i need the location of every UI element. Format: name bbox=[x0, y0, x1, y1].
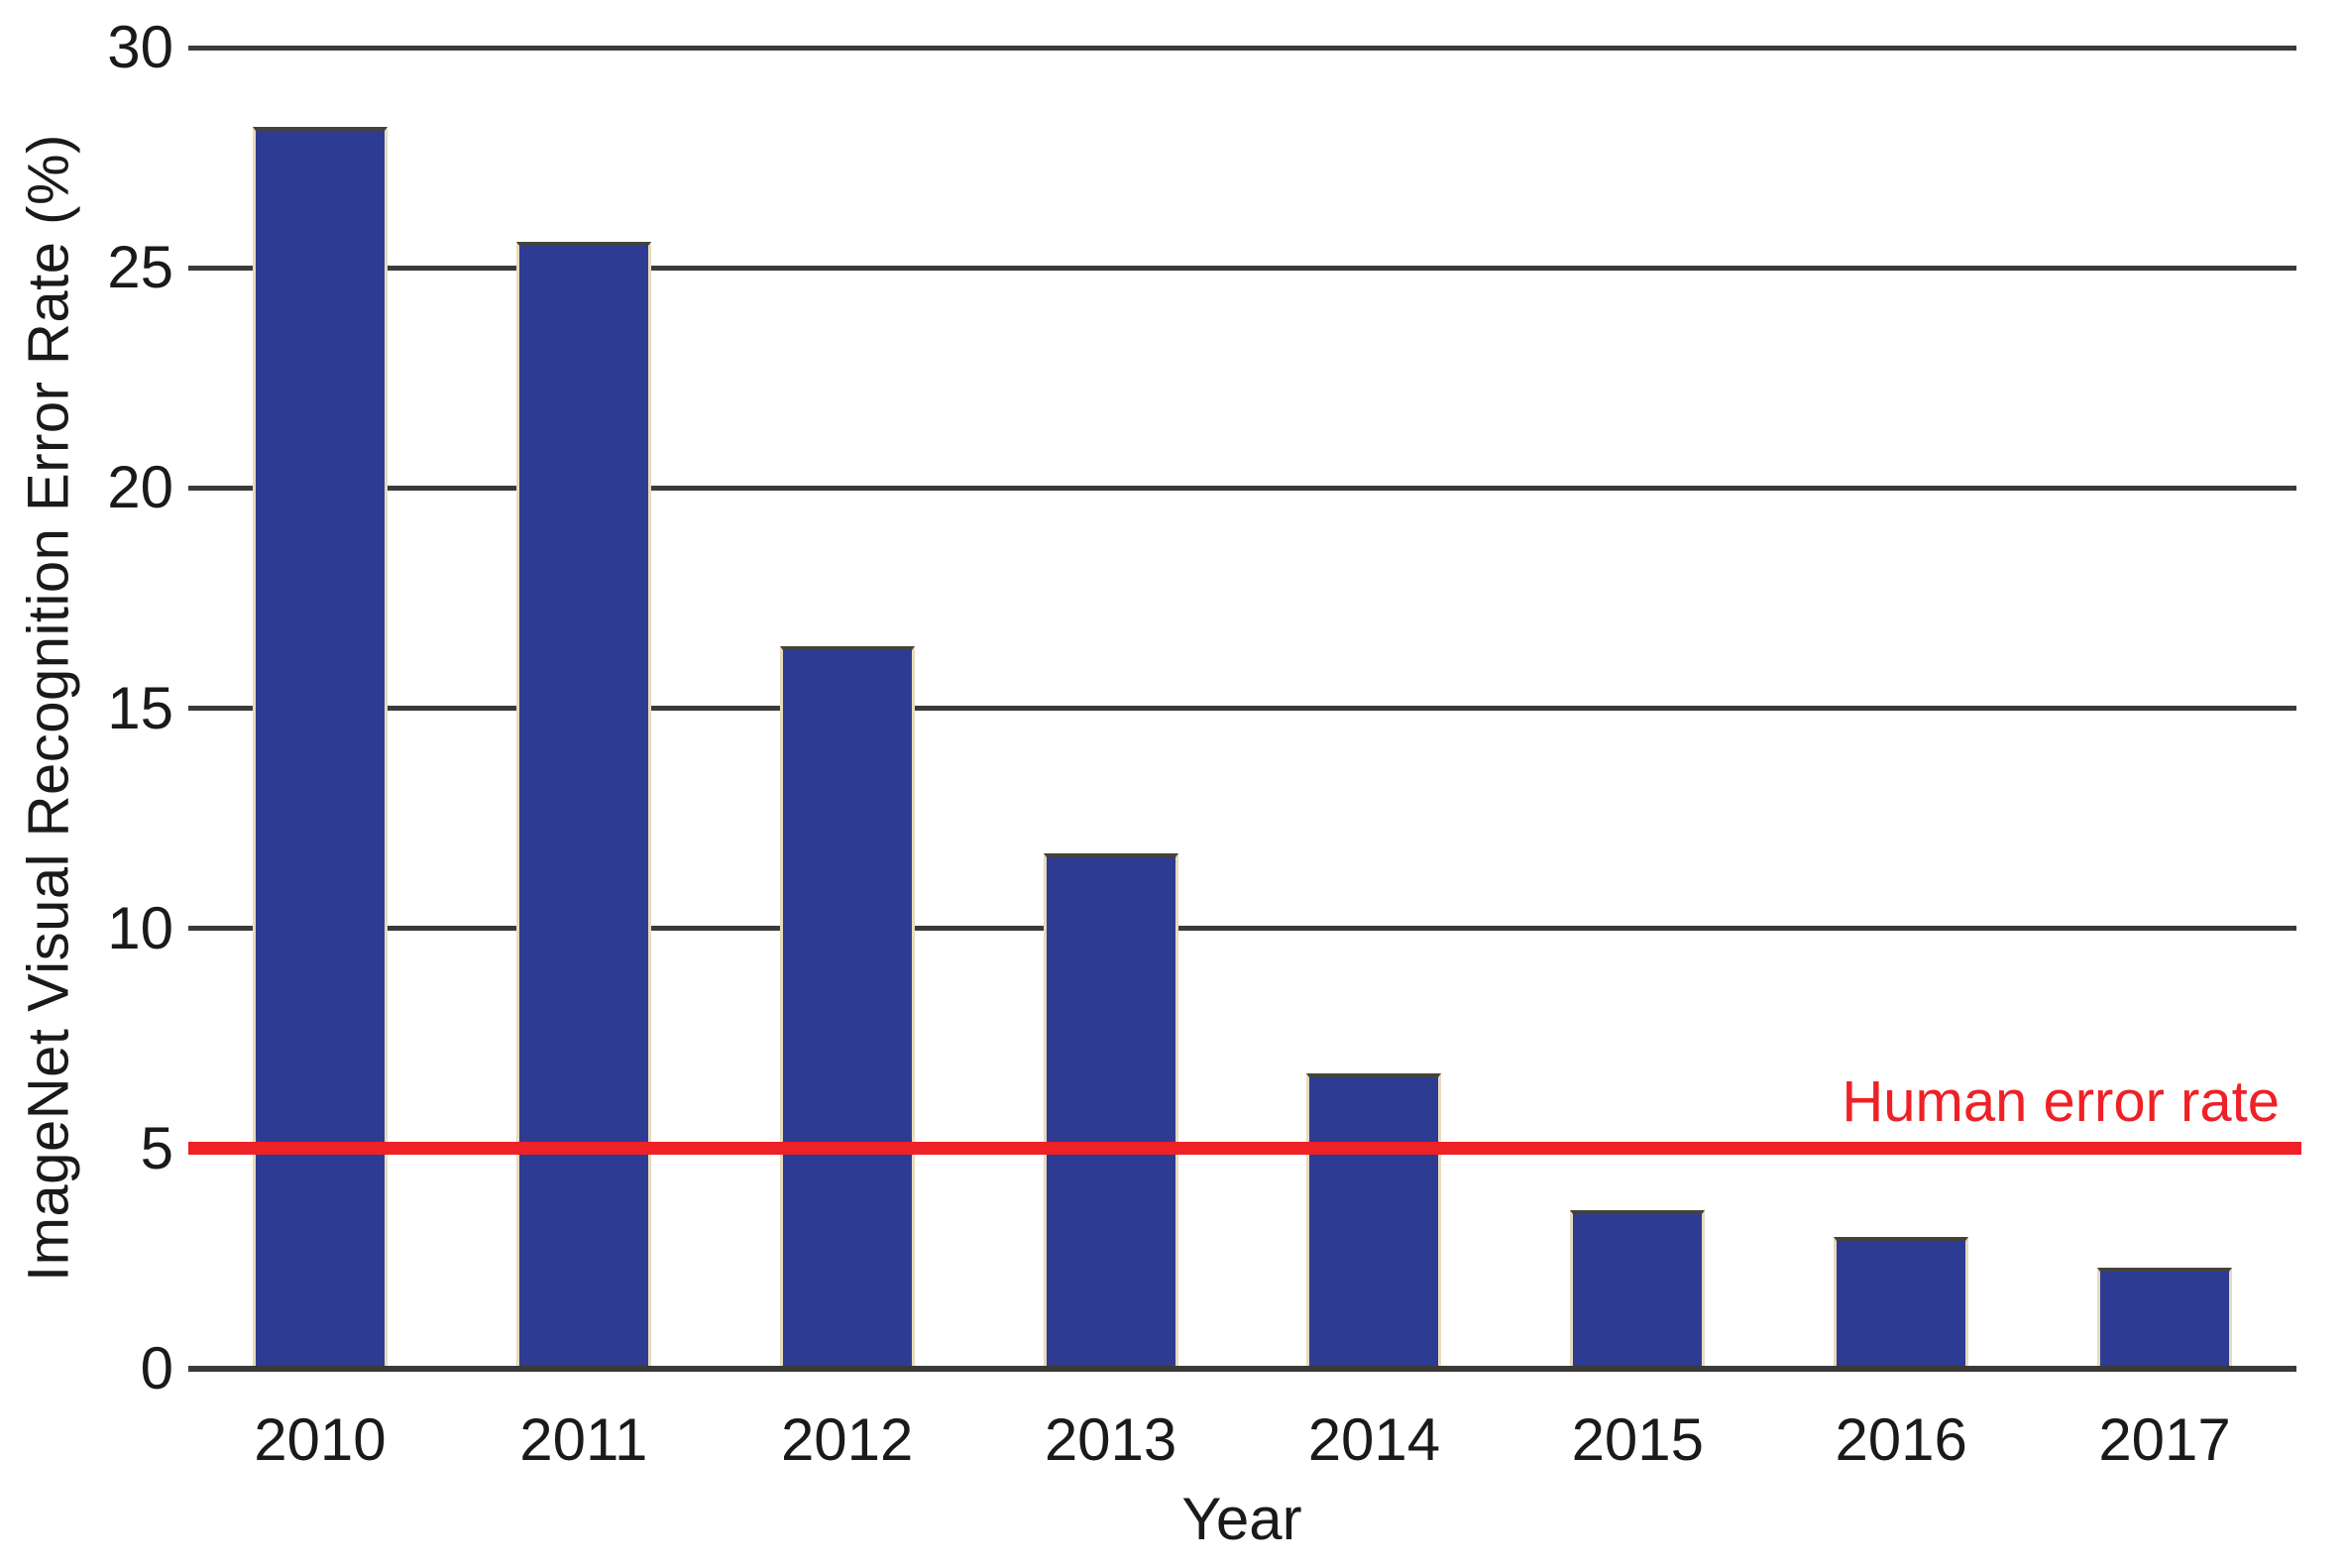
y-tick-label: 10 bbox=[107, 894, 173, 961]
y-tick-label: 5 bbox=[140, 1114, 173, 1181]
bar-2017 bbox=[2097, 1267, 2233, 1372]
x-tick-label: 2015 bbox=[1571, 1406, 1705, 1473]
bar-2010 bbox=[252, 126, 388, 1372]
gridline bbox=[188, 45, 2296, 51]
bar-2015 bbox=[1570, 1210, 1706, 1372]
y-tick-label: 30 bbox=[107, 14, 173, 80]
x-axis-line bbox=[188, 1366, 2296, 1372]
y-tick-label: 20 bbox=[107, 454, 173, 521]
gridline bbox=[188, 485, 2296, 491]
gridline bbox=[188, 926, 2296, 932]
bar-2014 bbox=[1306, 1073, 1442, 1372]
x-tick-label: 2012 bbox=[780, 1406, 914, 1473]
x-tick-label: 2014 bbox=[1307, 1406, 1441, 1473]
bar-2012 bbox=[779, 646, 915, 1372]
bar-2011 bbox=[515, 241, 651, 1372]
bar-2016 bbox=[1834, 1236, 1969, 1372]
y-tick-label: 0 bbox=[140, 1335, 173, 1401]
x-tick-label: 2017 bbox=[2098, 1406, 2231, 1473]
x-tick-label: 2013 bbox=[1044, 1406, 1177, 1473]
bar-2013 bbox=[1043, 853, 1178, 1372]
gridline bbox=[188, 265, 2296, 271]
x-tick-label: 2010 bbox=[254, 1406, 387, 1473]
human-error-rate-label: Human error rate bbox=[1842, 1069, 2280, 1134]
x-axis-title: Year bbox=[1181, 1486, 1302, 1552]
gridline bbox=[188, 706, 2296, 711]
y-tick-label: 25 bbox=[107, 234, 173, 301]
x-tick-label: 2011 bbox=[519, 1406, 648, 1473]
y-tick-label: 15 bbox=[107, 674, 173, 741]
x-tick-label: 2016 bbox=[1835, 1406, 1967, 1473]
human-error-rate-line bbox=[188, 1142, 2301, 1156]
